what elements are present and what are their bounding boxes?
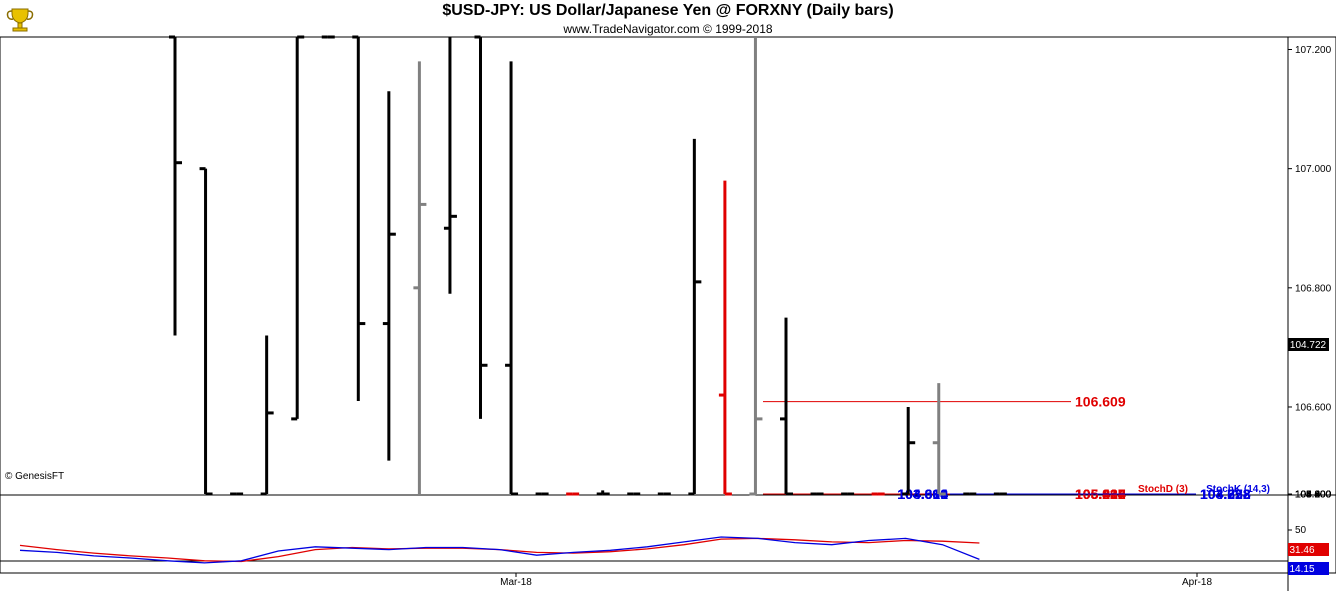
copyright-text: © GenesisFT [5,471,64,482]
price-tick-label: 106.400 [1295,490,1332,501]
time-label-apr: Apr-18 [1182,577,1212,588]
support-label-left: 104.364 [897,486,948,502]
price-tick-label: 105.600 [1295,490,1332,501]
stoch-d-tag [1288,543,1329,556]
price-tick-label: 105.200 [1295,490,1332,501]
ohlc-bar [474,35,488,419]
price-tick-label: 107.200 [1295,45,1332,56]
legend-stoch-k: StochK (14,3) [1206,484,1270,495]
ohlc-bar [443,37,457,294]
support-label-right: 104.223 [1200,486,1251,502]
support-label-right: 104.358 [1200,486,1251,502]
price-tick-label: 103.800 [1295,490,1332,501]
resistance-label: 106.609 [1075,394,1126,410]
stoch-k-line [19,536,980,564]
ohlc-bar [291,35,305,421]
chart-header: $USD-JPY: US Dollar/Japanese Yen @ FORXN… [0,0,1336,37]
ohlc-bar [902,406,916,496]
price-tick-label: 104.400 [1295,490,1332,501]
ohlc-bar [505,61,519,496]
price-tick-label: 106.200 [1295,490,1332,501]
last-price-value: 104.722 [1290,340,1327,351]
last-price-tag [1288,338,1329,351]
ohlc-bar [749,37,763,496]
price-tick-label: 105.800 [1295,490,1332,501]
price-tick-label: 104.600 [1295,490,1332,501]
fib-levels: 106.609106.214105.968105.822105.637105.4… [763,394,1251,502]
ohlc-bar [718,180,732,496]
ohlc-bar [688,138,702,496]
price-tick-label: 105.400 [1295,490,1332,501]
ohlc-bar [932,383,946,496]
chart-title: $USD-JPY: US Dollar/Japanese Yen @ FORXN… [442,2,894,19]
trophy-logo-icon [6,8,34,32]
support-label-right: 103.652 [1200,486,1251,502]
ohlc-bar [169,35,182,336]
support-label-left: 104.068 [897,486,948,502]
price-panel-frame [0,36,1336,496]
price-tick-label: 106.800 [1295,283,1332,294]
price-tick-label: 106.000 [1295,490,1332,501]
support-label-left: 104.610 [897,486,948,502]
ohlc-bar [780,317,793,496]
price-axis: 107.200 107.000 106.800 106.600 106.400106.2… [1288,45,1332,501]
stoch-tick-50: 50 [1295,525,1307,536]
ohlc-bar [260,335,274,496]
price-tick-label: 104.800 [1295,490,1332,501]
price-bars [169,35,1007,496]
stoch-k-value: 14.15 [1289,564,1314,575]
ohlc-bar [596,490,610,496]
support-label-right: 103.778 [1200,486,1251,502]
price-tick-label: 107.000 [1295,164,1332,175]
chart-subtitle: www.TradeNavigator.com © 1999-2018 [563,22,773,36]
stoch-d-value: 31.46 [1289,545,1314,556]
legend-stoch-d: StochD (3) [1138,484,1188,495]
ohlc-bar [382,91,396,461]
price-tick-label: 106.600 [1295,402,1332,413]
ohlc-bar [352,35,366,402]
price-tick-label: 104.200 [1295,490,1332,501]
ohlc-bar [413,61,427,494]
price-tick-label: 104.000 [1295,490,1332,501]
ohlc-bar [199,167,213,496]
support-label-left: 103.691 [897,486,948,502]
stochastic-lines [19,536,980,564]
stoch-k-tag [1288,562,1329,575]
time-label-mar: Mar-18 [500,577,532,588]
price-tick-label: 103.600 [1295,490,1332,501]
price-tick-label: 105.000 [1295,490,1332,501]
